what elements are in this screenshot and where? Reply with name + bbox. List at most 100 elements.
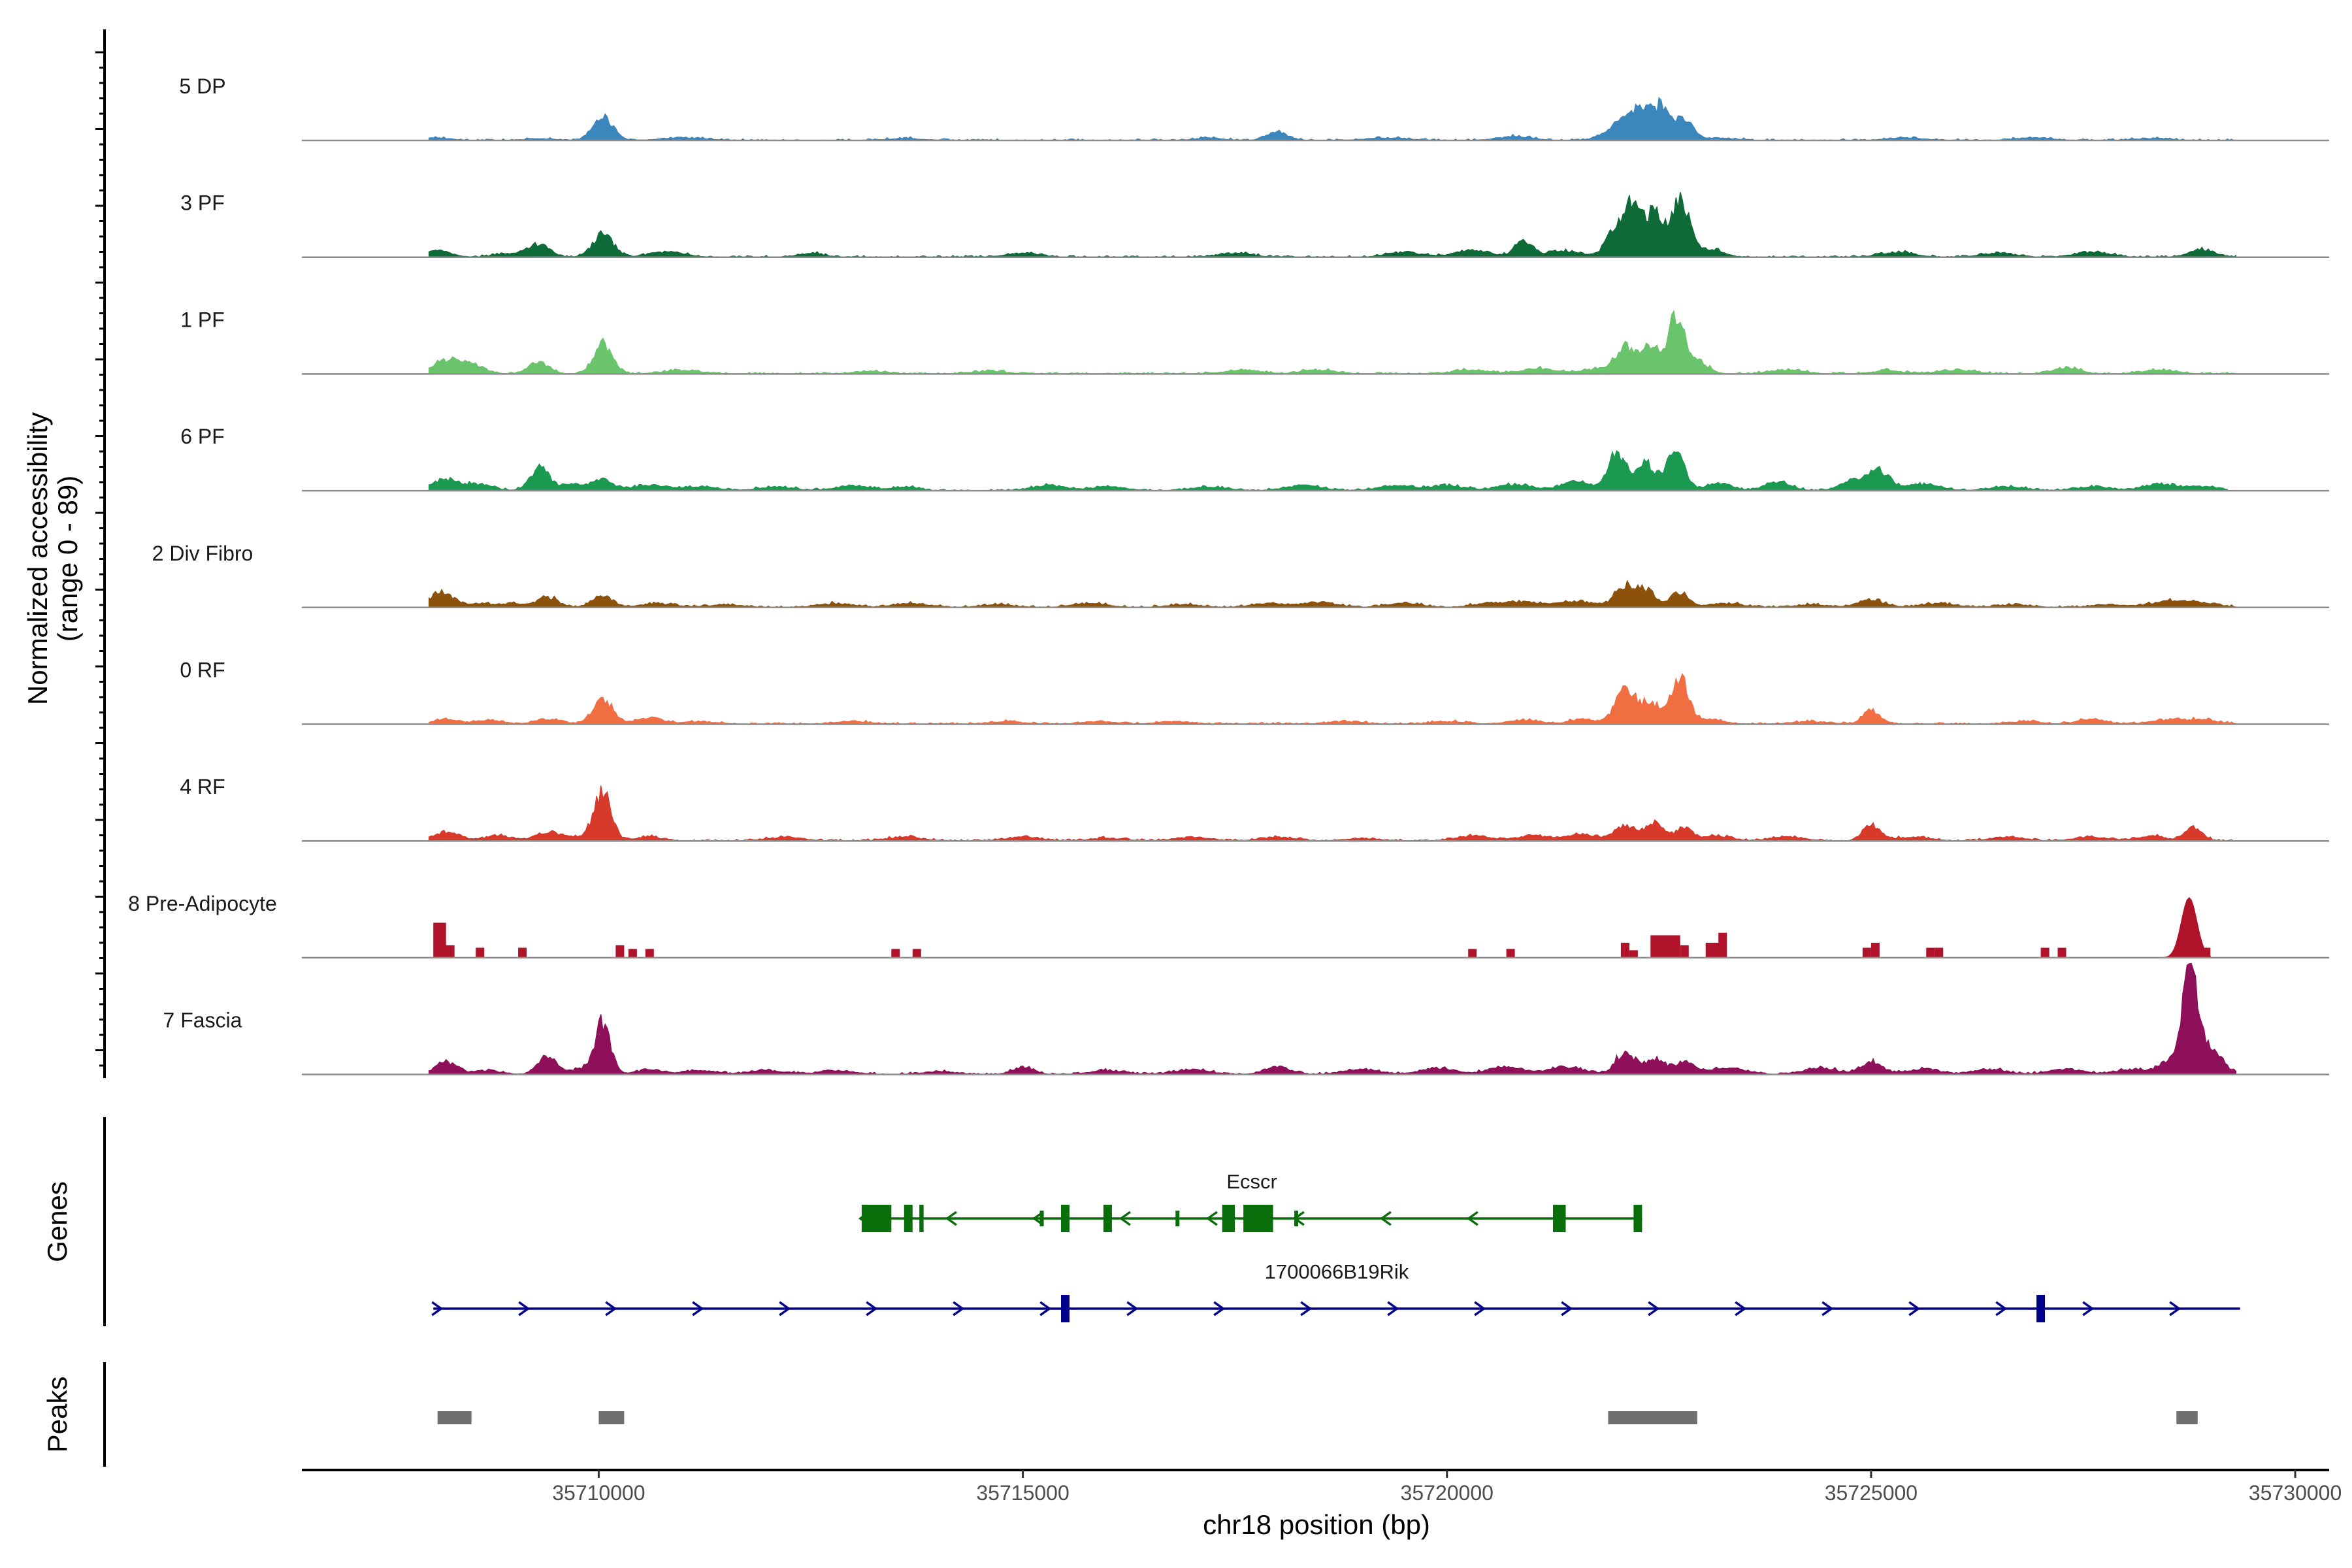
coverage-block [2176, 945, 2185, 958]
strand-arrow [1205, 1211, 1218, 1226]
track-label: 5 DP [179, 74, 225, 98]
coverage-block [1620, 943, 1629, 958]
strand-arrow [1908, 1301, 1921, 1316]
strand-arrow [1213, 1301, 1226, 1316]
peak-region [598, 1411, 625, 1424]
strand-arrow [1300, 1301, 1313, 1316]
exon [1294, 1211, 1299, 1226]
track-1-pf: 1 PF [180, 308, 2329, 375]
strand-arrow [1735, 1301, 1747, 1316]
coverage-block [1862, 947, 1871, 958]
peak-region [2176, 1411, 2198, 1424]
coverage-block [1468, 949, 1477, 958]
coverage-block [1718, 932, 1727, 958]
gene-ecscr: Ecscr [858, 1170, 1642, 1232]
track-3-pf: 3 PF [180, 191, 2329, 258]
coverage-area [428, 962, 2236, 1075]
coverage-area [428, 673, 2236, 725]
track-8-pre-adipocyte: 8 Pre-Adipocyte [128, 892, 2329, 959]
exon [2036, 1295, 2046, 1322]
strand-arrow [1821, 1301, 1834, 1316]
coverage-block [1629, 950, 1638, 958]
exon [1222, 1205, 1235, 1232]
coverage-block [2057, 947, 2066, 958]
coverage-block [628, 949, 637, 958]
coverage-axis-ticks [95, 51, 105, 1067]
coverage-block [1935, 947, 1944, 958]
coverage-block [1506, 949, 1515, 958]
strand-arrow [866, 1301, 878, 1316]
coverage-block [1926, 947, 1935, 958]
track-label: 6 PF [180, 425, 225, 448]
track-label: 7 Fascia [163, 1009, 242, 1032]
exon [1061, 1205, 1070, 1232]
strand-arrow [1387, 1301, 1399, 1316]
exon [1039, 1211, 1044, 1226]
strand-arrow [945, 1211, 957, 1226]
exon [904, 1205, 913, 1232]
strand-arrow [1561, 1301, 1573, 1316]
strand-arrow [1119, 1211, 1131, 1226]
strand-arrow [518, 1301, 531, 1316]
coverage-block [442, 945, 455, 958]
exon [1061, 1295, 1070, 1322]
x-tick-label: 35715000 [976, 1481, 1069, 1505]
strand-arrow [1379, 1211, 1392, 1226]
x-tick-label: 35725000 [1825, 1481, 1918, 1505]
coverage-block [2202, 947, 2211, 958]
track-label: 4 RF [180, 775, 225, 798]
coverage-block [476, 947, 485, 958]
coverage-area [428, 310, 2236, 375]
track-4-rf: 4 RF [180, 775, 2329, 842]
strand-arrow [1466, 1211, 1478, 1226]
coverage-block [2040, 947, 2050, 958]
gene-annotation-track: Ecscr 1700066B19Rik [431, 1170, 2240, 1322]
strand-arrow [2082, 1301, 2095, 1316]
exon [1103, 1205, 1112, 1232]
track-label: 2 Div Fibro [152, 542, 253, 565]
exon [861, 1205, 892, 1232]
y-axis-range-label: (range 0 - 89) [52, 476, 83, 642]
track-7-fascia: 7 Fascia [163, 962, 2329, 1075]
coverage-block [891, 949, 900, 958]
gene-label: Ecscr [1226, 1170, 1277, 1193]
strand-arrow [1039, 1301, 1052, 1316]
x-tick-label: 35730000 [2249, 1481, 2342, 1505]
track-5-dp: 5 DP [179, 74, 2329, 142]
peak-region [1608, 1411, 1697, 1424]
track-label: 8 Pre-Adipocyte [128, 892, 277, 915]
y-axis-title: Normalized accessibility [22, 412, 53, 705]
coverage-area [428, 97, 2236, 141]
exon [919, 1205, 924, 1232]
exon [1553, 1205, 1566, 1232]
coverage-area [428, 580, 2236, 608]
strand-arrow [1474, 1301, 1486, 1316]
x-axis: 35710000 35715000 35720000 35725000 35730000 [302, 1469, 2342, 1505]
peak-region [437, 1411, 472, 1424]
track-label: 3 PF [180, 191, 225, 215]
coverage-block [1680, 945, 1689, 958]
track-0-rf: 0 RF [180, 659, 2329, 725]
coverage-area [428, 785, 2236, 842]
strand-arrow [605, 1301, 617, 1316]
x-tick-label: 35710000 [552, 1481, 645, 1505]
x-tick-label: 35720000 [1401, 1481, 1494, 1505]
coverage-area [428, 192, 2236, 258]
peaks-panel-label: Peaks [42, 1377, 73, 1453]
strand-arrow [1995, 1301, 2008, 1316]
coverage-block [518, 947, 527, 958]
track-6-pf: 6 PF [180, 425, 2329, 492]
coverage-block [645, 949, 654, 958]
coverage-block [912, 949, 921, 958]
coverage-area [428, 449, 2228, 491]
track-label: 1 PF [180, 308, 225, 331]
exon [1243, 1205, 1273, 1232]
coverage-block [1870, 943, 1880, 958]
genes-panel-label: Genes [42, 1181, 73, 1262]
strand-arrow [779, 1301, 791, 1316]
strand-arrow [2169, 1301, 2181, 1316]
gene-label: 1700066B19Rik [1265, 1260, 1409, 1283]
coverage-block [1650, 935, 1680, 958]
coverage-block [615, 945, 625, 958]
